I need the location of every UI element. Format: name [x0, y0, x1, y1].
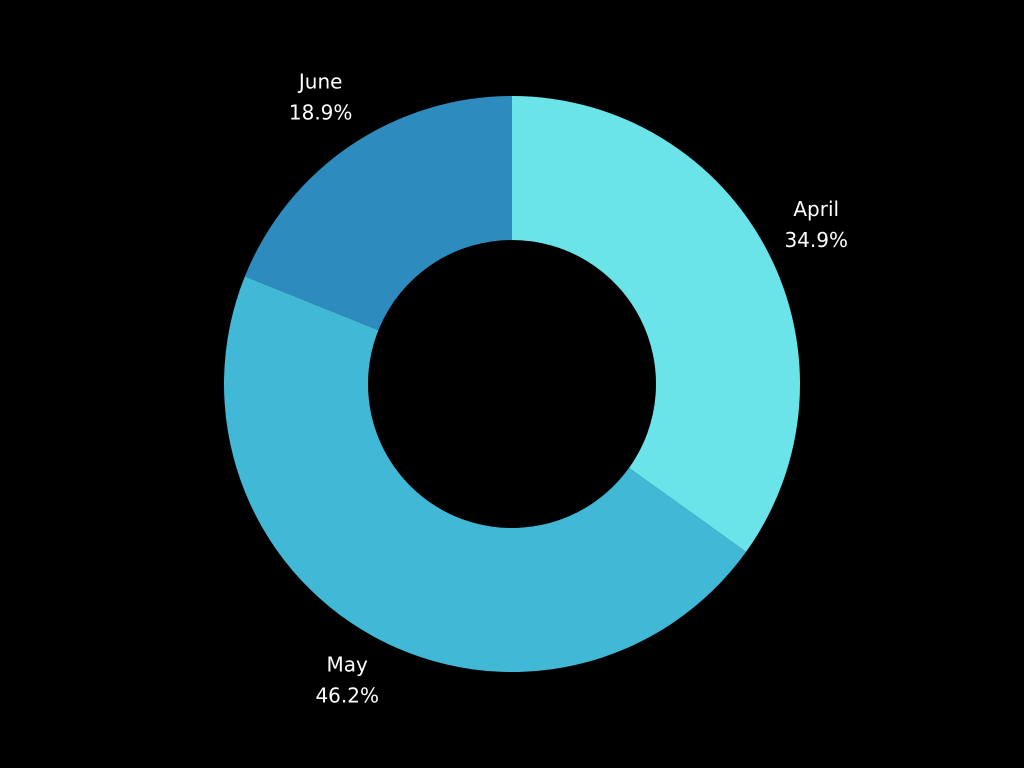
slice-label-june: June 18.9% — [289, 70, 353, 125]
slices-group — [223, 96, 800, 673]
slice-label-may: May 46.2% — [315, 653, 379, 708]
slice-june — [244, 96, 512, 331]
slice-label-april: April 34.9% — [784, 197, 848, 252]
slice-value-label: 34.9% — [784, 228, 848, 252]
slice-april — [512, 96, 800, 552]
slice-value-label: 18.9% — [289, 101, 353, 125]
slice-value-label: 46.2% — [315, 684, 379, 708]
labels-group: April 34.9% May 46.2% June 18.9% — [289, 70, 848, 708]
slice-category-label: June — [297, 70, 343, 94]
slice-may — [223, 276, 747, 673]
slice-category-label: April — [793, 197, 839, 221]
slice-category-label: May — [327, 653, 369, 677]
